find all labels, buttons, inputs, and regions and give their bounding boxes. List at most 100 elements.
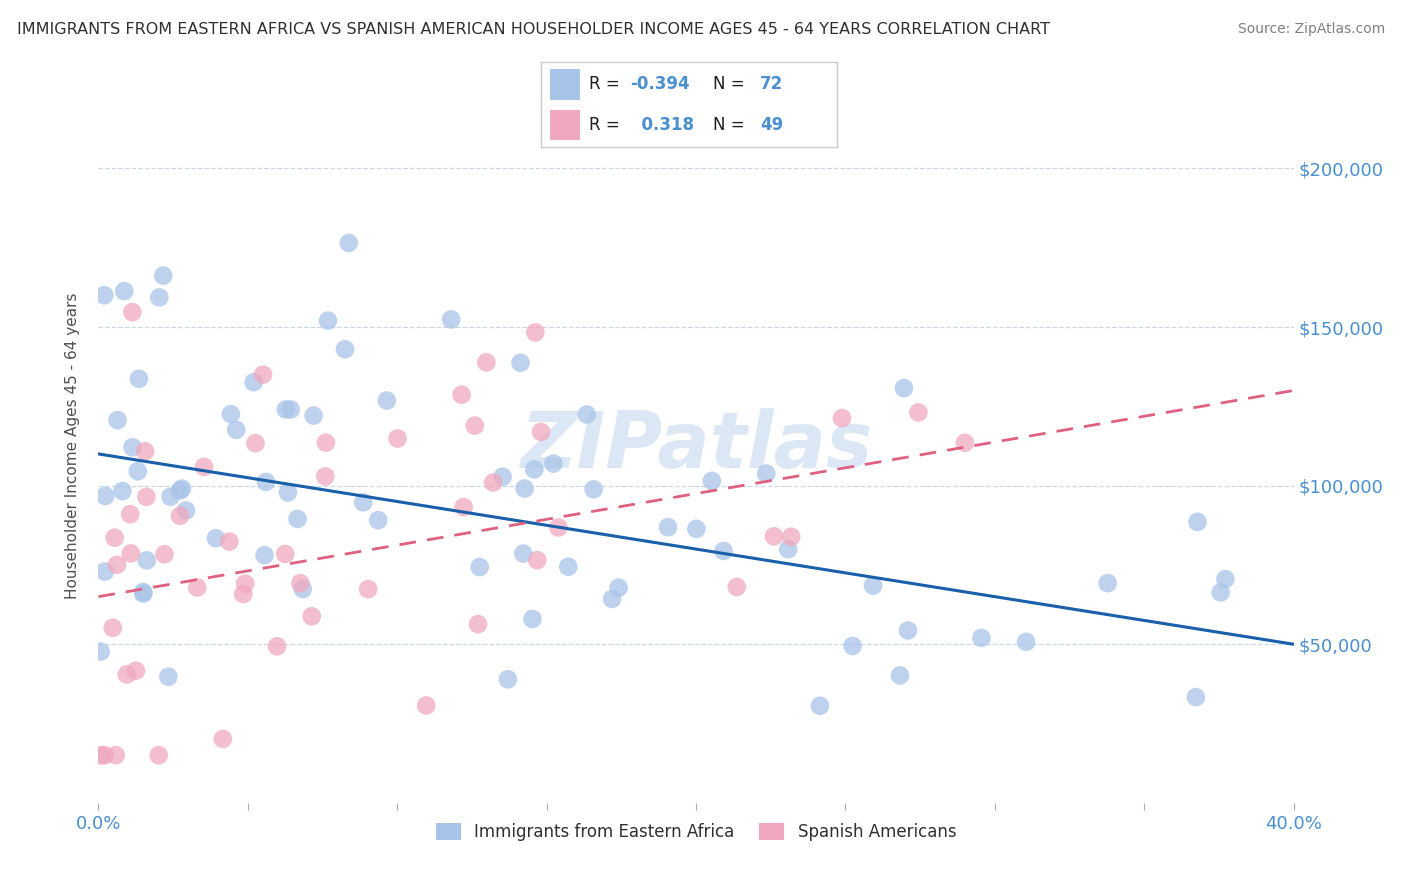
Point [509, 356, 531, 370]
Point [357, 582, 380, 597]
Point [543, 457, 565, 471]
Point [135, 553, 157, 567]
Point [841, 639, 863, 653]
Point [547, 520, 569, 534]
Point [387, 432, 409, 446]
Point [523, 462, 546, 476]
Point [211, 731, 233, 746]
Point [233, 576, 256, 591]
Point [225, 423, 247, 437]
Point [159, 490, 181, 504]
Point [280, 402, 302, 417]
Text: IMMIGRANTS FROM EASTERN AFRICA VS SPANISH AMERICAN HOUSEHOLDER INCOME AGES 45 - : IMMIGRANTS FROM EASTERN AFRICA VS SPANIS… [17, 22, 1050, 37]
Point [94, 489, 117, 503]
Point [512, 547, 534, 561]
Point [120, 507, 142, 521]
Point [367, 513, 389, 527]
Point [467, 617, 489, 632]
Point [111, 484, 134, 499]
Point [152, 268, 174, 283]
Point [127, 464, 149, 478]
Point [492, 469, 515, 483]
Point [316, 314, 339, 328]
Point [132, 585, 155, 599]
Point [557, 559, 579, 574]
Point [132, 586, 155, 600]
Point [1097, 576, 1119, 591]
Text: N =: N = [713, 116, 749, 134]
Point [277, 485, 299, 500]
Text: R =: R = [589, 116, 624, 134]
Point [232, 587, 254, 601]
Point [808, 698, 831, 713]
Point [575, 408, 598, 422]
Bar [550, 110, 579, 140]
Point [205, 531, 228, 545]
Point [302, 409, 325, 423]
Point [496, 673, 519, 687]
Point [90, 645, 112, 659]
Point [315, 435, 337, 450]
Legend: Immigrants from Eastern Africa, Spanish Americans: Immigrants from Eastern Africa, Spanish … [429, 816, 963, 848]
Point [107, 413, 129, 427]
Point [907, 405, 929, 419]
Point [352, 495, 374, 509]
Point [375, 393, 398, 408]
Point [700, 474, 723, 488]
Y-axis label: Householder Income Ages 45 - 64 years: Householder Income Ages 45 - 64 years [65, 293, 80, 599]
Point [153, 547, 176, 561]
Point [582, 483, 605, 497]
Point [415, 698, 437, 713]
Point [291, 582, 314, 596]
Point [1015, 635, 1038, 649]
Point [120, 546, 142, 560]
Point [970, 631, 993, 645]
Point [170, 482, 193, 496]
Point [607, 581, 630, 595]
Point [482, 475, 505, 490]
Point [93, 288, 115, 302]
Point [121, 305, 143, 319]
Point [762, 529, 785, 543]
Point [290, 576, 312, 591]
Point [468, 560, 491, 574]
Point [780, 530, 803, 544]
Point [725, 580, 748, 594]
Point [148, 290, 170, 304]
Text: -0.394: -0.394 [630, 76, 689, 94]
Point [526, 553, 548, 567]
Point [440, 312, 463, 326]
Text: 49: 49 [759, 116, 783, 134]
Point [1187, 515, 1209, 529]
Text: 72: 72 [759, 76, 783, 94]
Point [464, 418, 486, 433]
Point [600, 591, 623, 606]
Point [1209, 585, 1232, 599]
Point [115, 667, 138, 681]
Point [157, 670, 180, 684]
Point [245, 436, 267, 450]
Text: Source: ZipAtlas.com: Source: ZipAtlas.com [1237, 22, 1385, 37]
Point [252, 368, 274, 382]
Point [242, 375, 264, 389]
Point [893, 381, 915, 395]
Point [897, 624, 920, 638]
Text: 0.318: 0.318 [630, 116, 695, 134]
Point [287, 512, 309, 526]
Point [274, 547, 297, 561]
Point [218, 534, 240, 549]
Point [314, 469, 336, 483]
Point [90, 748, 112, 763]
Point [104, 748, 127, 763]
Point [333, 343, 356, 357]
Point [94, 565, 117, 579]
Point [128, 372, 150, 386]
Point [513, 482, 536, 496]
Point [522, 612, 544, 626]
Text: ZIPatlas: ZIPatlas [520, 408, 872, 484]
Point [274, 402, 297, 417]
Point [713, 544, 735, 558]
Point [453, 500, 475, 514]
Point [337, 235, 360, 250]
Point [755, 467, 778, 481]
